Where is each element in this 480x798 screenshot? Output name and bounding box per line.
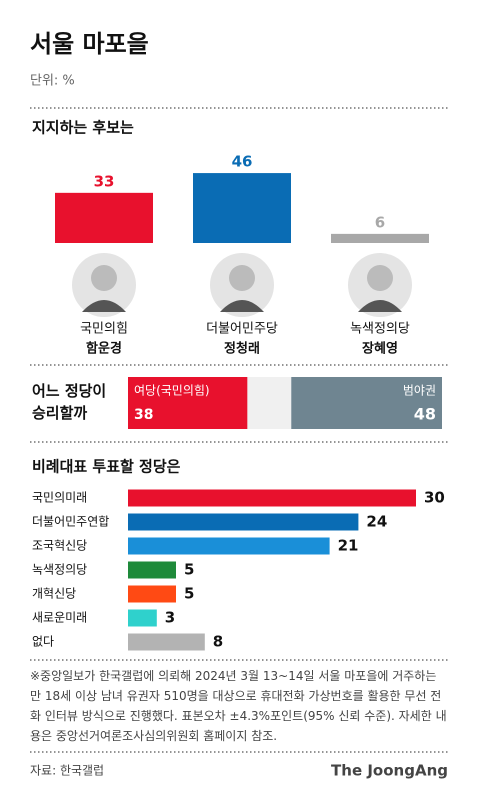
y-tick-label: 녹색정의당 bbox=[32, 563, 87, 577]
x-tick-label: 정청래 bbox=[224, 341, 260, 357]
bar bbox=[128, 633, 205, 651]
value-label: 21 bbox=[338, 537, 359, 555]
value-label: 48 bbox=[414, 405, 436, 424]
bar bbox=[128, 609, 157, 627]
bar bbox=[128, 561, 176, 579]
bar bbox=[128, 377, 248, 429]
legend-label: 여당(국민의힘) bbox=[134, 384, 210, 398]
chart-title: 비례대표 투표할 정당은 bbox=[32, 458, 181, 476]
x-tick-label: 장혜영 bbox=[362, 341, 398, 357]
value-label: 24 bbox=[366, 513, 387, 531]
value-label: 3 bbox=[165, 609, 175, 627]
photo-body bbox=[358, 300, 402, 312]
value-label: 46 bbox=[232, 153, 253, 171]
bar bbox=[331, 233, 429, 243]
photo-head bbox=[91, 265, 117, 291]
y-tick-label: 새로운미래 bbox=[32, 611, 87, 625]
unit: 단위: % bbox=[30, 74, 75, 89]
value-label: 5 bbox=[184, 561, 194, 579]
y-tick-label: 없다 bbox=[32, 635, 54, 649]
bar bbox=[193, 173, 291, 243]
value-label: 6 bbox=[375, 213, 385, 231]
party-label: 국민의힘 bbox=[80, 322, 128, 337]
photo-body bbox=[220, 300, 264, 312]
bar bbox=[291, 377, 442, 429]
value-label: 5 bbox=[184, 585, 194, 603]
source: 자료: 한국갤럽 bbox=[30, 764, 104, 778]
value-label: 30 bbox=[424, 489, 445, 507]
value-label: 8 bbox=[213, 633, 223, 651]
bar bbox=[128, 537, 330, 555]
bar bbox=[55, 192, 153, 243]
logo: The JoongAng bbox=[331, 762, 448, 780]
legend-label: 범야권 bbox=[403, 384, 436, 398]
y-tick-label: 개혁신당 bbox=[32, 587, 76, 601]
party-label: 더불어민주당 bbox=[206, 322, 278, 337]
photo-head bbox=[367, 265, 393, 291]
value-label: 38 bbox=[134, 407, 153, 423]
bar bbox=[128, 513, 359, 531]
bar bbox=[128, 489, 416, 507]
y-tick-label: 조국혁신당 bbox=[32, 539, 87, 553]
bar bbox=[128, 585, 176, 603]
x-tick-label: 함운경 bbox=[86, 341, 122, 357]
party-label: 녹색정의당 bbox=[350, 322, 410, 337]
title: 서울 마포을 bbox=[30, 30, 149, 58]
chart-title: 지지하는 후보는 bbox=[32, 119, 134, 137]
chart-title: 어느 정당이 승리할까 bbox=[32, 382, 107, 422]
y-tick-label: 국민의미래 bbox=[32, 491, 87, 505]
footnote: ※중앙일보가 한국갤럽에 의뢰해 2024년 3월 13~14일 서울 마포을에… bbox=[30, 669, 447, 743]
value-label: 33 bbox=[94, 172, 115, 190]
y-tick-label: 더불어민주연합 bbox=[32, 515, 109, 529]
photo-head bbox=[229, 265, 255, 291]
photo-body bbox=[82, 300, 126, 312]
